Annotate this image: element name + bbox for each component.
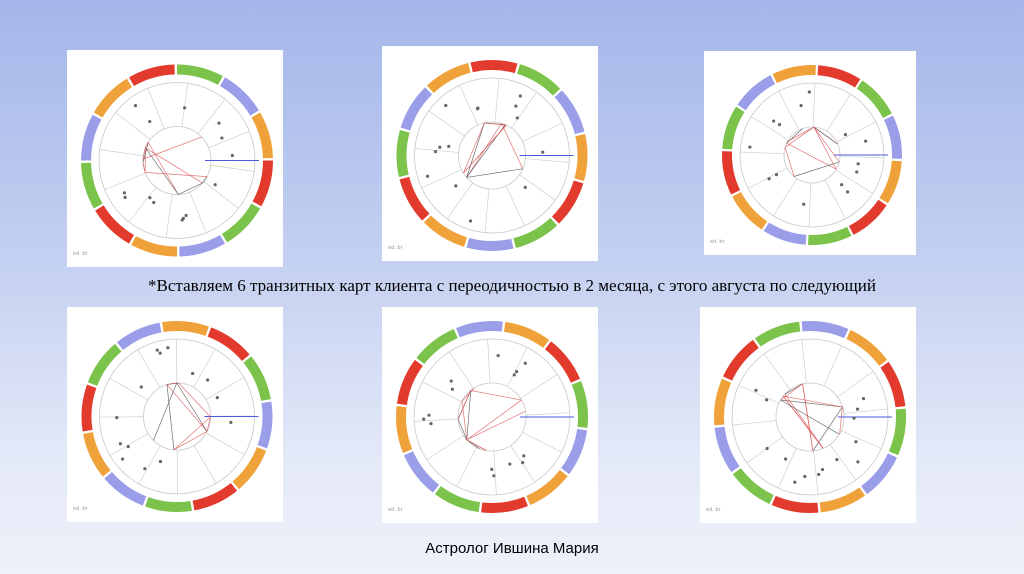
author-footer: Астролог Ившина Мария bbox=[425, 540, 599, 557]
natal-wheel bbox=[714, 321, 906, 513]
chart-corner-label: ed. br bbox=[388, 507, 403, 513]
natal-wheel bbox=[81, 64, 273, 257]
chart-corner-label: ed. br bbox=[710, 239, 725, 245]
transit-chart-4: ed. br bbox=[67, 307, 283, 522]
chart-corner-label: ed. br bbox=[73, 251, 88, 257]
natal-wheel bbox=[396, 321, 588, 513]
natal-wheel bbox=[722, 65, 902, 245]
chart-corner-label: ed. br bbox=[388, 245, 403, 251]
transit-chart-3: ed. br bbox=[704, 51, 916, 255]
slide-caption: *Вставляем 6 транзитных карт клиента с п… bbox=[148, 276, 876, 295]
chart-corner-label: ed. br bbox=[706, 507, 721, 513]
natal-wheel bbox=[396, 60, 588, 251]
transit-chart-2: ed. br bbox=[382, 46, 598, 261]
transit-chart-1: ed. br bbox=[67, 50, 283, 267]
chart-corner-label: ed. br bbox=[73, 506, 88, 512]
transit-chart-6: ed. br bbox=[700, 307, 916, 523]
natal-wheel bbox=[81, 321, 273, 512]
transit-chart-5: ed. br bbox=[382, 307, 598, 523]
